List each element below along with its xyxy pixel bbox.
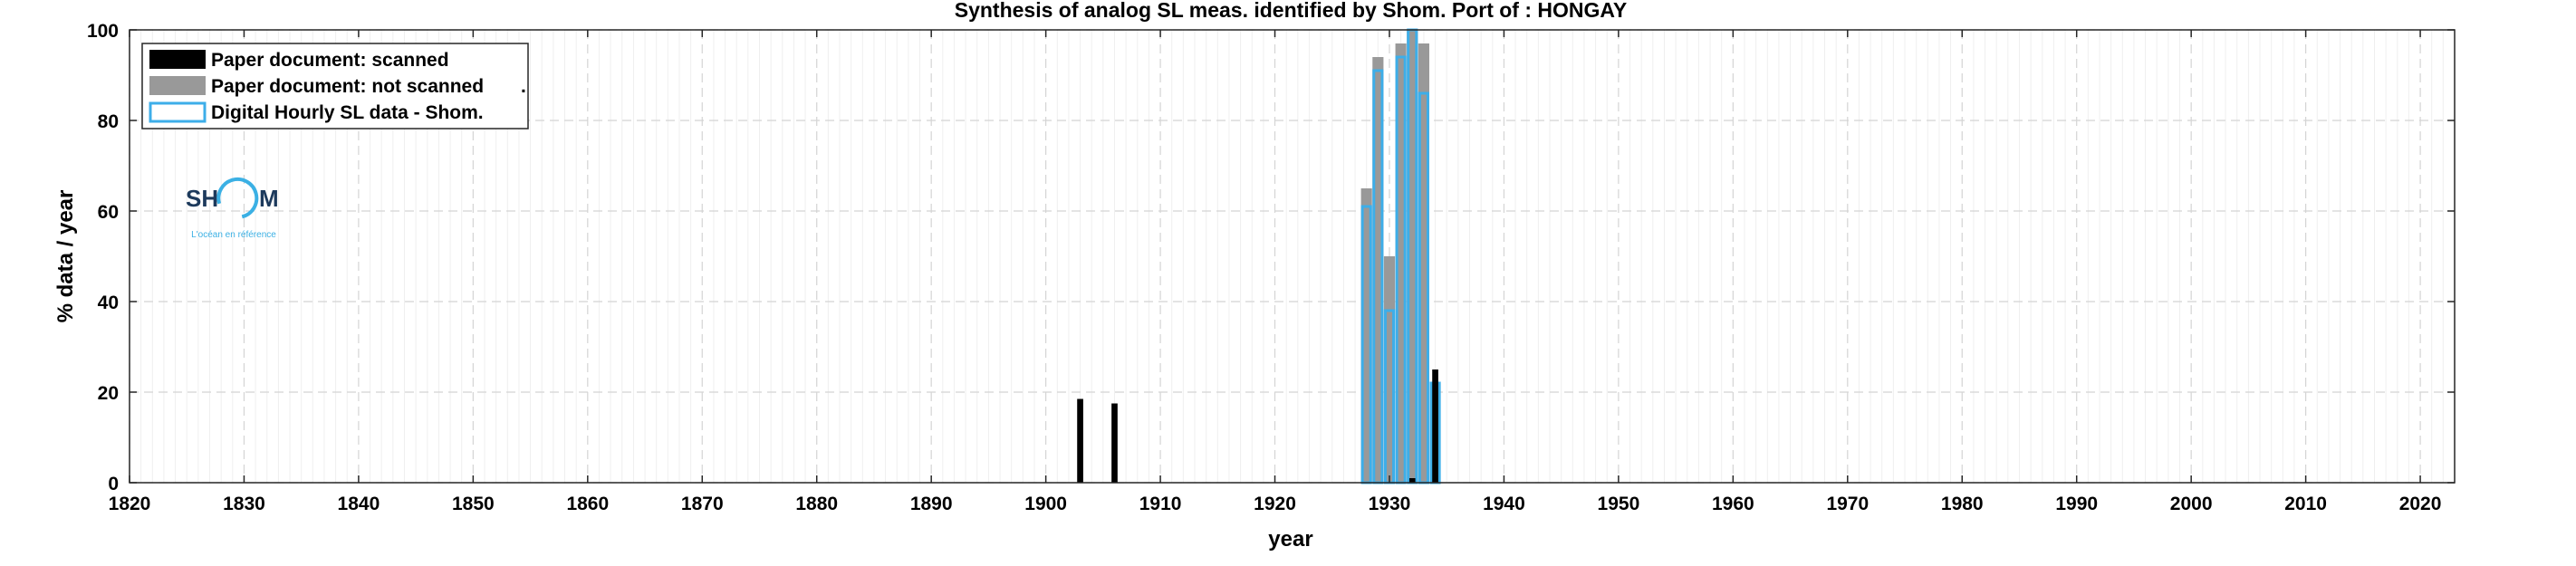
y-tick-label: 0 xyxy=(108,474,119,494)
x-tick-label: 2010 xyxy=(2284,494,2327,514)
legend-note-mark: . xyxy=(521,76,526,97)
bar-not-scanned xyxy=(1418,43,1429,483)
x-tick-label: 1980 xyxy=(1941,494,1984,514)
bar-scanned xyxy=(1111,403,1118,483)
logo-text-left: SH xyxy=(186,185,218,212)
shom-logo: SH M L'océan en référence xyxy=(186,177,279,240)
x-tick-label: 1860 xyxy=(566,494,609,514)
bar-scanned xyxy=(1408,478,1416,483)
x-tick-label: 1850 xyxy=(452,494,495,514)
bars-layer xyxy=(1077,28,1441,484)
legend-label-not-scanned: Paper document: not scanned xyxy=(211,76,484,97)
bar-scanned xyxy=(1432,369,1438,483)
legend: Paper document: scanned Paper document: … xyxy=(141,43,529,130)
bar-not-scanned xyxy=(1407,30,1418,483)
x-tick-label: 1900 xyxy=(1024,494,1067,514)
plot-frame xyxy=(129,29,2456,484)
x-tick-label: 1880 xyxy=(795,494,838,514)
x-tick-label: 1970 xyxy=(1826,494,1869,514)
y-tick-label: 100 xyxy=(87,21,119,42)
bar-not-scanned xyxy=(1360,188,1372,483)
x-tick-label: 1940 xyxy=(1483,494,1525,514)
logo-tagline: L'océan en référence xyxy=(191,230,276,240)
x-tick-label: 1830 xyxy=(223,494,265,514)
logo-text-right: M xyxy=(259,185,279,212)
chart-title: Synthesis of analog SL meas. identified … xyxy=(955,0,1628,22)
bar-not-scanned xyxy=(1372,57,1384,483)
x-tick-label: 1930 xyxy=(1369,494,1411,514)
x-tick-label: 1960 xyxy=(1712,494,1754,514)
x-tick-label: 1950 xyxy=(1598,494,1640,514)
logo-ring-icon xyxy=(216,177,259,219)
ticks-layer: 1820 1830 1840 1850 1860 1870 1880 1890 1900 1910… xyxy=(87,21,2455,514)
legend-label-scanned: Paper document: scanned xyxy=(211,50,449,71)
legend-swatch-not-scanned xyxy=(149,76,206,95)
x-tick-label: 2000 xyxy=(2170,494,2213,514)
x-tick-label: 2020 xyxy=(2399,494,2442,514)
y-tick-label: 20 xyxy=(98,383,119,404)
y-tick-label: 80 xyxy=(98,111,119,132)
bar-not-scanned xyxy=(1395,43,1407,483)
legend-swatch-scanned xyxy=(149,50,206,69)
x-axis-label: year xyxy=(1268,527,1312,552)
bar-not-scanned xyxy=(1383,256,1396,483)
legend-label-digital: Digital Hourly SL data - Shom. xyxy=(211,102,484,123)
x-tick-label: 1820 xyxy=(109,494,151,514)
legend-box xyxy=(141,43,529,130)
x-tick-label: 1890 xyxy=(910,494,953,514)
x-tick-label: 1870 xyxy=(681,494,724,514)
legend-swatch-digital xyxy=(149,101,207,123)
x-tick-label: 1920 xyxy=(1254,494,1296,514)
x-tick-label: 1990 xyxy=(2055,494,2098,514)
y-axis-label: % data / year xyxy=(53,190,78,323)
x-tick-label: 1840 xyxy=(338,494,380,514)
bar-scanned xyxy=(1077,398,1083,483)
y-tick-label: 60 xyxy=(98,202,119,223)
x-tick-label: 1910 xyxy=(1139,494,1182,514)
y-tick-label: 40 xyxy=(98,293,119,313)
